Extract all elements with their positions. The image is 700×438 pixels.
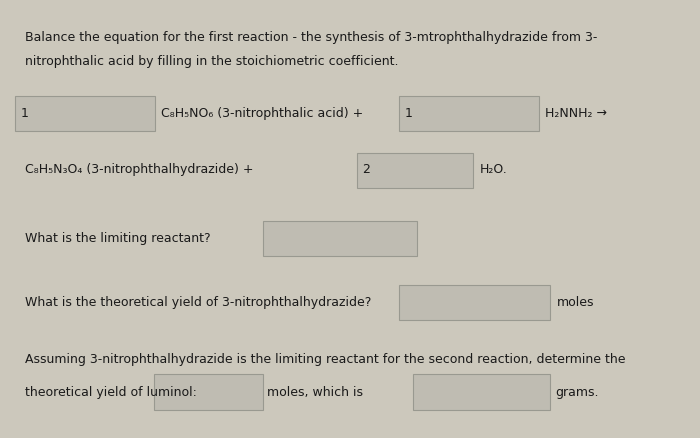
Text: nitrophthalic acid by filling in the stoichiometric coefficient.: nitrophthalic acid by filling in the sto…: [25, 55, 398, 68]
Text: H₂NNH₂ →: H₂NNH₂ →: [545, 106, 607, 120]
Text: 1: 1: [405, 106, 412, 120]
FancyBboxPatch shape: [154, 374, 262, 410]
FancyBboxPatch shape: [399, 96, 539, 131]
Text: theoretical yield of luminol:: theoretical yield of luminol:: [25, 385, 197, 399]
FancyBboxPatch shape: [262, 221, 416, 256]
FancyBboxPatch shape: [15, 96, 155, 131]
FancyBboxPatch shape: [357, 153, 472, 188]
Text: moles, which is: moles, which is: [267, 385, 363, 399]
Text: moles: moles: [556, 296, 594, 309]
Text: Balance the equation for the first reaction - the synthesis of 3-mtrophthalhydra: Balance the equation for the first react…: [25, 31, 597, 44]
Text: grams.: grams.: [555, 385, 598, 399]
FancyBboxPatch shape: [399, 285, 550, 320]
Text: Assuming 3-nitrophthalhydrazide is the limiting reactant for the second reaction: Assuming 3-nitrophthalhydrazide is the l…: [25, 353, 625, 366]
Text: 2: 2: [363, 163, 370, 177]
Text: 1: 1: [21, 106, 29, 120]
Text: C₈H₅NO₆ (3-nitrophthalic acid) +: C₈H₅NO₆ (3-nitrophthalic acid) +: [161, 106, 363, 120]
FancyBboxPatch shape: [413, 374, 550, 410]
Text: H₂O.: H₂O.: [480, 163, 508, 177]
Text: What is the limiting reactant?: What is the limiting reactant?: [25, 232, 210, 245]
Text: C₈H₅N₃O₄ (3-nitrophthalhydrazide) +: C₈H₅N₃O₄ (3-nitrophthalhydrazide) +: [25, 163, 253, 177]
Text: What is the theoretical yield of 3-nitrophthalhydrazide?: What is the theoretical yield of 3-nitro…: [25, 296, 371, 309]
